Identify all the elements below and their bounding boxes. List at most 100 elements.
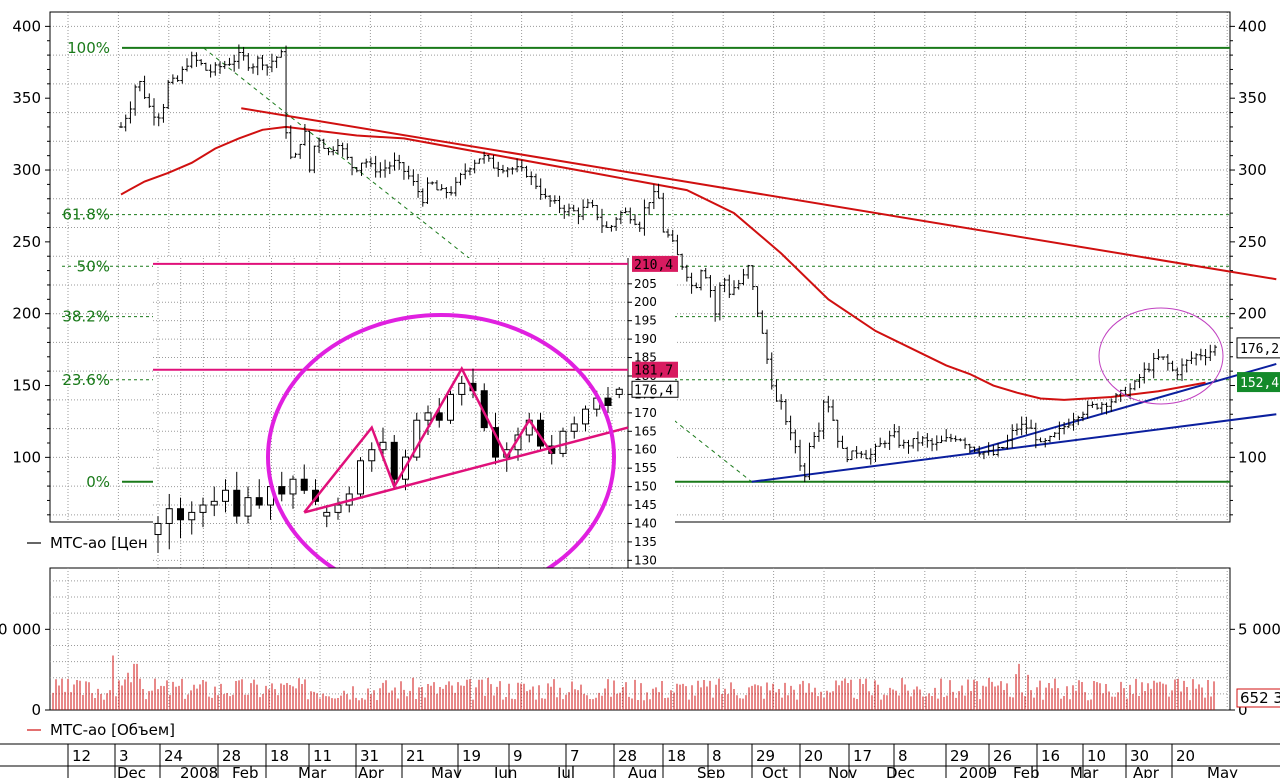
trend-lines [203,47,1277,483]
xaxis-day-6: 31 [360,747,379,765]
xaxis-month-16: Apr [1133,764,1160,778]
resistance-line [241,107,1277,281]
inset-ytick-label-10: 155 [634,461,657,475]
xaxis-day-2: 24 [164,747,183,765]
xaxis-month-5: May [431,764,462,778]
inset-ytick-label-14: 135 [634,535,657,549]
inset-candle-body-37 [570,423,578,432]
inset-candle-body-15 [323,511,331,517]
inset-candle-body-0 [154,522,162,536]
xaxis-day-13: 8 [712,747,722,765]
inset-candle-body-36 [559,430,567,454]
xaxis-month-12: Dec [886,764,915,778]
price-series [119,44,1217,483]
ytick-right-label-3: 250 [1238,233,1267,251]
xaxis-month-6: Jun [493,764,517,778]
xaxis-month-4: Apr [358,764,385,778]
ytick-right-label-4: 200 [1238,305,1267,323]
inset-candle-body-21 [390,441,398,480]
support-line-2 [969,363,1277,453]
inset-ytick-label-3: 190 [634,332,657,346]
y-axis-left: 400 350 300 250 200 150 100 [12,17,50,516]
inset-level-tag-label-0: 210,4 [634,258,673,273]
inset-candle-body-4 [199,504,207,513]
ytick-left-label-4: 200 [12,305,41,323]
inset-level-tag-1 [632,361,678,378]
price-tag-label-0: 176,2 [1240,342,1279,357]
xaxis-month-2: Feb [232,764,259,778]
inset-candle-body-6 [222,489,229,502]
xaxis-month-7: Jul [556,764,575,778]
legend-price: МТС-ао [Цен [27,534,148,552]
xaxis-day-0: 12 [72,747,91,765]
inset-candle-body-5 [210,500,218,506]
inset-level-tag-label-1: 181,7 [634,364,673,379]
ytick-right-label-1: 350 [1238,89,1267,107]
xaxis-day-21: 10 [1087,747,1106,765]
xaxis-month-0: Dec [117,764,146,778]
ytick-left-label-0: 400 [12,17,41,35]
xaxis-day-23: 20 [1176,747,1195,765]
ytick-right-label-0: 400 [1238,17,1267,35]
xaxis-day-20: 16 [1041,747,1060,765]
inset-ytick-label-12: 145 [634,498,657,512]
inset-candle-body-25 [435,412,443,421]
xaxis-day-8: 19 [462,747,481,765]
price-tag-label-1: 152,4 [1240,376,1279,391]
ytick-left-label-2: 300 [12,161,41,179]
ytick-left-label-3: 250 [12,233,41,251]
price-tag-0 [1236,337,1280,359]
inset-level-tag-0 [632,255,678,272]
fib-label-0: 100% [67,39,110,57]
xaxis-day-1: 3 [119,747,129,765]
xaxis-month-13: 2009 [959,764,997,778]
xaxis-day-16: 17 [853,747,872,765]
inset-candle-body-38 [582,408,589,425]
inset-candle-body-7 [233,489,241,517]
inset-candle-body-18 [357,460,364,495]
vol-last-tag-label: 652 3 [1240,689,1280,707]
xaxis-day-11: 28 [618,747,637,765]
vol-ytick-right-0: 5 000 [1238,620,1280,638]
recent-move-ellipse [1098,307,1224,405]
legend-volume-label: МТС-ао [Объем] [50,721,175,739]
xaxis-month-1: 2008 [180,764,218,778]
xaxis-month-15: Mar [1070,764,1099,778]
xaxis-month-11: Nov [828,764,857,778]
ytick-left-label-1: 350 [12,89,41,107]
inset-ytick-label-7: 170 [634,406,657,420]
inset-candle-body-8 [244,497,252,517]
fib-label-4: 23.6% [62,371,110,389]
vol-ytick-right-1: 0 [1238,701,1248,719]
vol-last-tag [1236,688,1280,708]
inset-ytick-label-4: 185 [634,351,657,365]
inset-candle-body-41 [615,388,623,395]
inset-ytick-label-9: 160 [634,443,657,457]
xaxis-day-18: 29 [950,747,969,765]
inset-last-tag [631,380,679,398]
inset-ytick-label-15: 130 [634,553,657,567]
inset-support-line [303,426,629,514]
inset-last-tag-label: 176,4 [634,383,673,398]
xaxis-month-10: Oct [762,764,788,778]
inset-candle-body-16 [334,504,342,513]
inset-candle-body-40 [604,397,612,406]
ytick-left-label-5: 150 [12,377,41,395]
inset-candle-body-12 [289,478,297,495]
inset-ytick-label-1: 200 [634,295,657,309]
fib-label-1: 61.8% [62,206,110,224]
inset-ytick-label-2: 195 [634,314,657,328]
price-tags: 176,2 152,4 [1236,337,1280,393]
xaxis-day-5: 11 [313,747,332,765]
inset-ytick-label-13: 140 [634,516,657,530]
inset-candle-body-2 [177,508,184,521]
ytick-left-label-6: 100 [12,448,41,466]
inset-candle-body-11 [278,486,286,495]
xaxis-day-7: 21 [406,747,425,765]
xaxis-month-9: Sep [697,764,725,778]
inset-ytick-label-8: 165 [634,424,657,438]
xaxis-day-3: 28 [222,747,241,765]
xaxis-month-8: Aug [628,764,657,778]
ytick-right-label-2: 300 [1238,161,1267,179]
